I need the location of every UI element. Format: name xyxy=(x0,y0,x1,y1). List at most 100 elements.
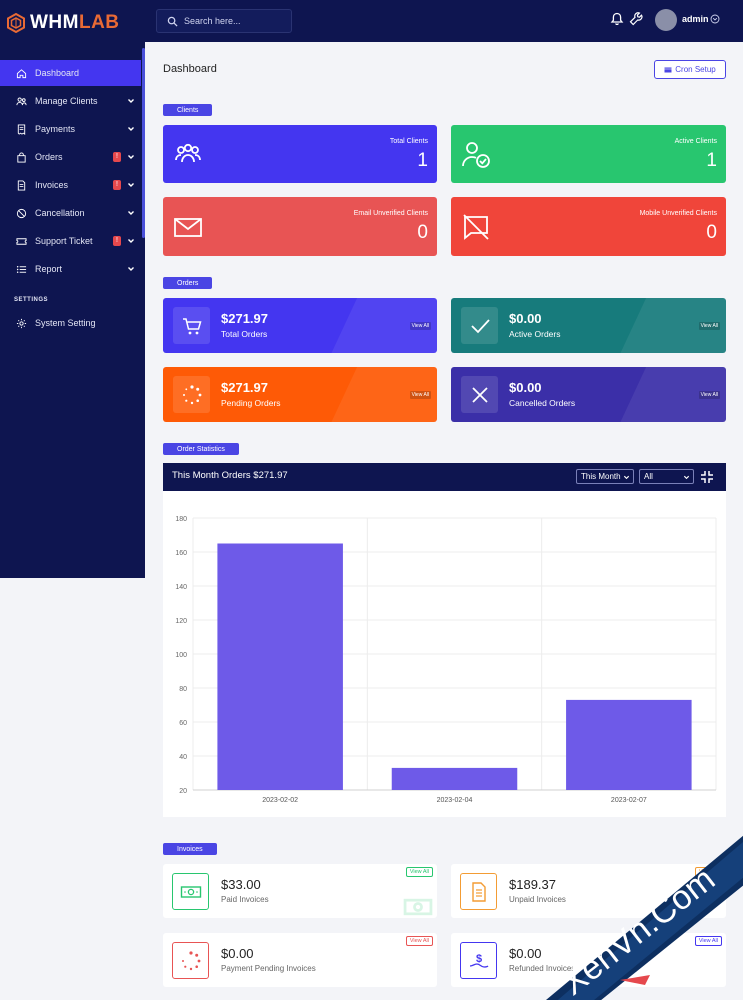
sidebar-item-dashboard[interactable]: Dashboard xyxy=(0,60,141,86)
search-box[interactable] xyxy=(156,9,292,33)
invoice-icon-box: $ xyxy=(460,942,497,979)
order-icon-box xyxy=(173,376,210,413)
order-icon-box xyxy=(173,307,210,344)
invoice-value: $33.00 xyxy=(221,877,261,892)
card-value: 1 xyxy=(706,150,717,171)
view-all-link[interactable]: View All xyxy=(405,936,433,946)
sidebar-scrollbar[interactable] xyxy=(142,48,145,238)
y-tick-label: 80 xyxy=(179,686,187,693)
alert-badge: ! xyxy=(113,152,121,162)
sidebar-item-invoices[interactable]: Invoices ! xyxy=(0,172,141,198)
invoice-card-payment-pending[interactable]: $0.00 Payment Pending Invoices View All xyxy=(163,933,437,987)
section-label-order-statistics: Order Statistics xyxy=(163,443,239,455)
y-tick-label: 160 xyxy=(175,550,187,557)
document-icon xyxy=(17,179,26,191)
order-label: Cancelled Orders xyxy=(509,398,576,408)
chevron-down-icon xyxy=(623,475,630,480)
sidebar-item-manage-clients[interactable]: Manage Clients xyxy=(0,88,141,114)
x-tick-label: 2023-02-04 xyxy=(437,797,473,804)
ticket-icon xyxy=(16,237,27,245)
invoice-icon-box xyxy=(172,873,209,910)
sidebar-item-label: System Setting xyxy=(35,318,96,328)
check-icon xyxy=(470,318,490,333)
order-label: Total Orders xyxy=(221,329,268,339)
sidebar-item-label: Payments xyxy=(35,124,76,134)
avatar[interactable] xyxy=(655,9,677,31)
y-tick-label: 60 xyxy=(179,720,187,727)
user-name[interactable]: admin xyxy=(682,14,709,24)
view-all-link[interactable]: View All xyxy=(405,867,433,877)
order-icon-box xyxy=(461,307,498,344)
y-tick-label: 20 xyxy=(179,788,187,795)
order-value: $271.97 xyxy=(221,380,268,395)
y-tick-label: 140 xyxy=(175,584,187,591)
order-value: $271.97 xyxy=(221,311,268,326)
order-card-total[interactable]: $271.97 Total Orders View All xyxy=(163,298,437,353)
top-navbar: WHMLAB admin xyxy=(0,0,743,42)
close-icon xyxy=(471,386,488,403)
page-title: Dashboard xyxy=(163,63,217,75)
sidebar-section-label: SETTINGS xyxy=(14,297,49,303)
sidebar-item-support-ticket[interactable]: Support Ticket ! xyxy=(0,228,141,254)
y-tick-label: 40 xyxy=(179,754,187,761)
chevron-down-icon xyxy=(128,239,134,243)
chart-bar xyxy=(217,543,343,790)
view-all-link[interactable]: View All xyxy=(698,322,720,330)
order-card-cancelled[interactable]: $0.00 Cancelled Orders View All xyxy=(451,367,726,422)
user-check-icon xyxy=(462,142,490,168)
collapse-icon[interactable] xyxy=(700,470,714,484)
y-tick-label: 100 xyxy=(175,652,187,659)
sidebar-item-orders[interactable]: Orders ! xyxy=(0,144,141,170)
invoice-icon-box xyxy=(172,942,209,979)
invoice-value: $0.00 xyxy=(221,946,254,961)
sidebar: Dashboard Manage Clients Payments Orders… xyxy=(0,42,145,578)
message-off-icon xyxy=(463,214,489,240)
dollar-hand-icon: $ xyxy=(469,953,488,968)
order-value: $0.00 xyxy=(509,380,542,395)
client-card-active[interactable]: Active Clients 1 xyxy=(451,125,726,183)
chevron-down-icon xyxy=(128,211,134,215)
view-all-link[interactable]: View All xyxy=(694,936,722,946)
invoice-label: Refunded Invoices xyxy=(509,964,576,973)
chevron-down-circle-icon[interactable] xyxy=(710,14,720,24)
alert-badge: ! xyxy=(113,180,121,190)
search-input[interactable] xyxy=(184,16,284,26)
sidebar-item-report[interactable]: Report xyxy=(0,256,141,282)
sidebar-item-cancellation[interactable]: Cancellation xyxy=(0,200,141,226)
view-all-link[interactable]: View All xyxy=(698,391,720,399)
wrench-icon[interactable] xyxy=(629,12,643,26)
cron-setup-button[interactable]: Cron Setup xyxy=(654,60,726,79)
sidebar-item-label: Orders xyxy=(35,152,63,162)
bell-icon[interactable] xyxy=(610,12,624,26)
users-group-icon xyxy=(175,143,201,163)
client-card-email-unverified[interactable]: Email Unverified Clients 0 xyxy=(163,197,437,256)
order-bar-chart: 20 40 60 80 100 120 140 160 180 2023-02-02 2023-02… xyxy=(175,516,717,804)
logo-cube-icon xyxy=(7,13,25,33)
invoice-card-paid[interactable]: $33.00 Paid Invoices View All xyxy=(163,864,437,918)
client-card-total[interactable]: Total Clients 1 xyxy=(163,125,437,183)
search-icon xyxy=(167,16,178,27)
order-card-active[interactable]: $0.00 Active Orders View All xyxy=(451,298,726,353)
cart-icon xyxy=(182,317,201,334)
alert-badge: ! xyxy=(113,236,121,246)
section-label-invoices: Invoices xyxy=(163,843,217,855)
order-card-pending[interactable]: $271.97 Pending Orders View All xyxy=(163,367,437,422)
brand-logo[interactable]: WHMLAB xyxy=(6,12,120,34)
invoice-label: Paid Invoices xyxy=(221,895,269,904)
client-card-mobile-unverified[interactable]: Mobile Unverified Clients 0 xyxy=(451,197,726,256)
users-icon xyxy=(16,97,27,105)
chevron-down-icon xyxy=(128,99,134,103)
chevron-down-icon xyxy=(128,183,134,187)
sidebar-item-payments[interactable]: Payments xyxy=(0,116,141,142)
view-all-link[interactable]: View All xyxy=(409,391,431,399)
order-label: Active Orders xyxy=(509,329,561,339)
y-tick-label: 180 xyxy=(175,516,187,523)
invoice-value: $189.37 xyxy=(509,877,556,892)
spinner-icon xyxy=(182,384,201,404)
card-label: Email Unverified Clients xyxy=(353,210,428,217)
filter-select[interactable]: All xyxy=(639,469,694,484)
period-select[interactable]: This Month xyxy=(576,469,634,484)
view-all-link[interactable]: View All xyxy=(409,322,431,330)
chevron-down-icon xyxy=(128,155,134,159)
sidebar-item-system-setting[interactable]: System Setting xyxy=(0,310,141,336)
